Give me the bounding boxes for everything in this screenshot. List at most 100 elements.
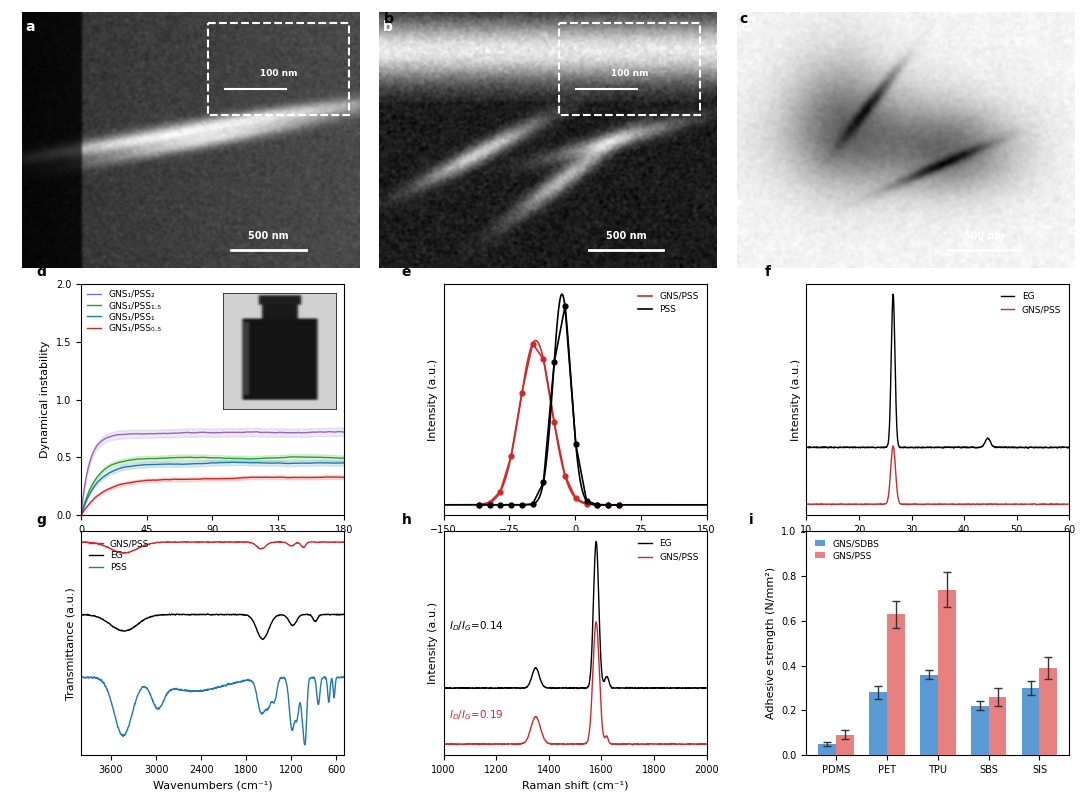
Bar xyxy=(937,590,956,755)
GNS₁/PSS₁ xyxy=(337,459,350,468)
GNS/PSS xyxy=(565,487,578,497)
GNS/PSS xyxy=(337,537,350,547)
GNS₁/PSS₂ xyxy=(332,427,345,436)
GNS/PSS xyxy=(813,499,826,509)
Text: a: a xyxy=(25,20,35,34)
GNS₁/PSS₂ xyxy=(330,427,343,436)
GNS/PSS xyxy=(1055,499,1068,509)
PSS xyxy=(565,385,578,395)
EG xyxy=(692,683,705,693)
GNS₁/PSS₂ xyxy=(75,511,87,520)
EG xyxy=(947,443,960,453)
Line: GNS₁/PSS₂: GNS₁/PSS₂ xyxy=(81,431,343,515)
EG xyxy=(800,442,813,451)
GNS/PSS xyxy=(1055,499,1068,509)
PSS xyxy=(319,672,332,682)
GNS/PSS xyxy=(928,499,941,509)
Bar xyxy=(920,674,937,755)
Line: EG: EG xyxy=(444,542,706,689)
Y-axis label: Dynamical instability: Dynamical instability xyxy=(40,341,51,458)
Text: e: e xyxy=(402,265,411,279)
PSS xyxy=(298,740,311,749)
Line: GNS₁/PSS₁.₅: GNS₁/PSS₁.₅ xyxy=(81,457,343,515)
Text: 100 nm: 100 nm xyxy=(611,69,648,78)
GNS₁/PSS₁ xyxy=(291,459,303,468)
Legend: EG, GNS/PSS: EG, GNS/PSS xyxy=(635,536,702,566)
GNS/PSS xyxy=(175,537,188,547)
GNS₁/PSS₁.₅ xyxy=(200,453,213,463)
PSS xyxy=(105,696,118,706)
PSS xyxy=(437,500,450,510)
GNS₁/PSS₁ xyxy=(217,458,230,467)
EG xyxy=(813,443,826,452)
GNS₁/PSS₀.₅ xyxy=(75,511,87,520)
Legend: GNS/PSS, PSS: GNS/PSS, PSS xyxy=(635,288,702,318)
GNS₁/PSS₁.₅ xyxy=(201,453,214,463)
EG xyxy=(571,684,584,694)
GNS/PSS xyxy=(305,538,318,547)
EG xyxy=(645,683,658,693)
EG xyxy=(1063,442,1076,451)
GNS₁/PSS₂ xyxy=(337,427,350,437)
EG xyxy=(558,683,571,693)
GNS/PSS xyxy=(921,499,934,509)
Text: b: b xyxy=(383,12,393,26)
PSS xyxy=(558,299,571,308)
EG xyxy=(187,610,200,619)
PSS xyxy=(450,500,463,510)
GNS₁/PSS₁.₅ xyxy=(287,452,300,462)
Bar xyxy=(988,697,1007,755)
Y-axis label: Adhesive strength (N/mm²): Adhesive strength (N/mm²) xyxy=(766,567,775,719)
EG xyxy=(1055,443,1068,452)
PSS xyxy=(337,672,350,682)
Bar xyxy=(819,744,836,755)
GNS/PSS xyxy=(645,739,658,749)
GNS₁/PSS₂ xyxy=(201,427,214,437)
GNS₁/PSS₁.₅ xyxy=(291,452,303,462)
GNS/PSS xyxy=(437,500,450,510)
Bar xyxy=(869,693,887,755)
EG xyxy=(928,443,941,452)
Text: 500 nm: 500 nm xyxy=(606,231,647,241)
GNS/PSS xyxy=(187,537,200,547)
EG xyxy=(333,610,346,619)
Y-axis label: Intensity (a.u.): Intensity (a.u.) xyxy=(791,359,801,440)
Line: EG: EG xyxy=(81,614,343,639)
Text: h: h xyxy=(402,513,411,527)
Line: GNS/PSS: GNS/PSS xyxy=(444,340,706,505)
GNS/PSS xyxy=(333,538,346,547)
Text: $I_D/I_G$=0.19: $I_D/I_G$=0.19 xyxy=(449,708,503,722)
GNS/PSS xyxy=(700,500,713,510)
PSS xyxy=(700,500,713,510)
Text: i: i xyxy=(748,513,753,527)
Line: GNS/PSS: GNS/PSS xyxy=(81,542,343,553)
GNS/PSS xyxy=(626,740,639,749)
EG xyxy=(700,683,713,693)
X-axis label: 2 Theta (degree): 2 Theta (degree) xyxy=(891,541,985,551)
EG xyxy=(201,609,214,618)
PSS xyxy=(187,686,200,696)
GNS/PSS xyxy=(558,739,571,749)
GNS/PSS xyxy=(1063,499,1076,509)
EG xyxy=(175,610,188,619)
GNS₁/PSS₁.₅ xyxy=(217,453,230,463)
GNS/PSS xyxy=(692,739,705,749)
GNS₁/PSS₀.₅ xyxy=(200,474,213,483)
EG xyxy=(921,443,934,452)
GNS/PSS xyxy=(692,500,705,510)
GNS/PSS xyxy=(1008,499,1021,509)
Line: GNS₁/PSS₁: GNS₁/PSS₁ xyxy=(81,462,343,515)
GNS/PSS xyxy=(645,500,658,510)
GNS/PSS xyxy=(117,548,130,558)
Line: GNS₁/PSS₀.₅: GNS₁/PSS₀.₅ xyxy=(81,477,343,515)
GNS₁/PSS₀.₅ xyxy=(201,474,214,483)
GNS₁/PSS₀.₅ xyxy=(321,472,334,482)
EG xyxy=(337,610,350,619)
Legend: GNS₁/PSS₂, GNS₁/PSS₁.₅, GNS₁/PSS₁, GNS₁/PSS₀.₅: GNS₁/PSS₂, GNS₁/PSS₁.₅, GNS₁/PSS₁, GNS₁/… xyxy=(85,288,163,335)
EG xyxy=(75,610,87,619)
Bar xyxy=(836,735,854,755)
Line: PSS: PSS xyxy=(81,677,343,745)
PSS xyxy=(175,685,188,694)
GNS₁/PSS₁.₅ xyxy=(231,454,244,463)
EG xyxy=(437,683,450,693)
